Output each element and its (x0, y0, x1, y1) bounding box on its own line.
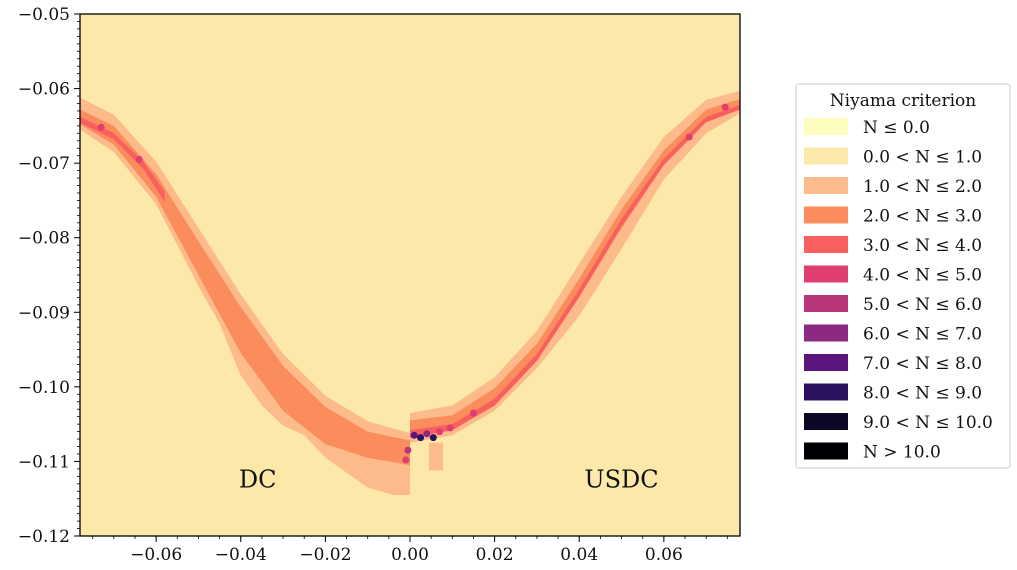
legend-swatch (804, 265, 848, 283)
legend-swatch (804, 413, 848, 430)
legend-label: 8.0 < N ≤ 9.0 (863, 384, 982, 404)
legend-swatch (804, 118, 848, 135)
y-tick-label: −0.12 (18, 527, 70, 547)
x-tick-label: 0.00 (391, 545, 429, 565)
legend-label: 6.0 < N ≤ 7.0 (863, 325, 982, 345)
legend-swatch (804, 177, 848, 194)
hot-spot-5 (446, 424, 454, 432)
legend-swatch (804, 295, 848, 312)
hot-spot-1 (417, 434, 425, 442)
legend-label: 2.0 < N ≤ 3.0 (863, 207, 982, 227)
y-tick-label: −0.06 (18, 80, 70, 100)
hot-spot-4 (436, 428, 444, 436)
legend-label: 4.0 < N ≤ 5.0 (863, 266, 982, 286)
bands-layer (80, 90, 740, 495)
hot-spot-8 (404, 446, 412, 454)
legend-label: 9.0 < N ≤ 10.0 (863, 413, 993, 433)
region-label-usdc: USDC (584, 466, 658, 494)
legend-swatch (804, 442, 848, 460)
hot-spot-10 (135, 155, 143, 163)
band-usdc-6 (429, 442, 443, 471)
y-tick-label: −0.11 (18, 452, 70, 472)
y-tick-label: −0.08 (18, 229, 70, 249)
legend-label: 0.0 < N ≤ 1.0 (863, 148, 982, 168)
y-tick-label: −0.09 (18, 303, 70, 323)
legend-label: N ≤ 0.0 (863, 118, 930, 138)
legend-label: 7.0 < N ≤ 8.0 (863, 354, 982, 374)
x-tick-label: 0.04 (560, 545, 598, 565)
band-dc-2 (80, 116, 165, 202)
legend-swatch (804, 206, 848, 224)
legend-label: 5.0 < N ≤ 6.0 (863, 295, 982, 315)
annotations: DC USDC (239, 466, 659, 494)
hot-spot-9 (97, 123, 105, 131)
legend-swatch (804, 383, 848, 401)
x-tick-label: −0.02 (299, 545, 351, 565)
legend-swatch (804, 354, 848, 371)
hot-spot-0 (410, 431, 418, 439)
legend-swatch (804, 236, 848, 253)
hot-spots-layer (97, 103, 729, 464)
legend-box (795, 83, 1011, 469)
x-tick-label: 0.06 (645, 545, 683, 565)
legend-title: Niyama criterion (830, 91, 976, 111)
legend-items: N ≤ 0.0 0.0 < N ≤ 1.0 1.0 < N ≤ 2.0 2.0 < N… (804, 118, 993, 463)
hot-spot-7 (402, 456, 410, 464)
x-tick-label: 0.02 (476, 545, 514, 565)
x-tick-label: −0.06 (130, 545, 182, 565)
hot-spot-2 (423, 430, 431, 438)
x-axis: −0.06 −0.04 −0.02 0.00 0.02 0.04 0.06 (92, 536, 728, 565)
y-tick-label: −0.07 (18, 154, 70, 174)
legend-swatch (804, 324, 848, 342)
legend-label: 1.0 < N ≤ 2.0 (863, 177, 982, 197)
hot-spot-12 (685, 133, 693, 141)
x-tick-label: −0.04 (215, 545, 267, 565)
legend-label: 3.0 < N ≤ 4.0 (863, 236, 982, 256)
hot-spot-3 (429, 434, 437, 442)
hot-spot-11 (721, 103, 729, 111)
legend: Niyama criterion N ≤ 0.0 0.0 < N ≤ 1.0 1.0… (795, 83, 1011, 469)
y-tick-label: −0.05 (18, 5, 70, 25)
legend-label: N > 10.0 (863, 443, 941, 463)
region-label-dc: DC (239, 466, 277, 494)
hot-spot-6 (470, 409, 477, 417)
legend-swatch (804, 147, 848, 165)
y-tick-label: −0.10 (18, 378, 70, 398)
y-axis: −0.05 −0.06 −0.07 −0.08 −0.09 −0.10 −0.11 −0.12 (18, 5, 80, 547)
band-usdc-3 (410, 90, 740, 443)
